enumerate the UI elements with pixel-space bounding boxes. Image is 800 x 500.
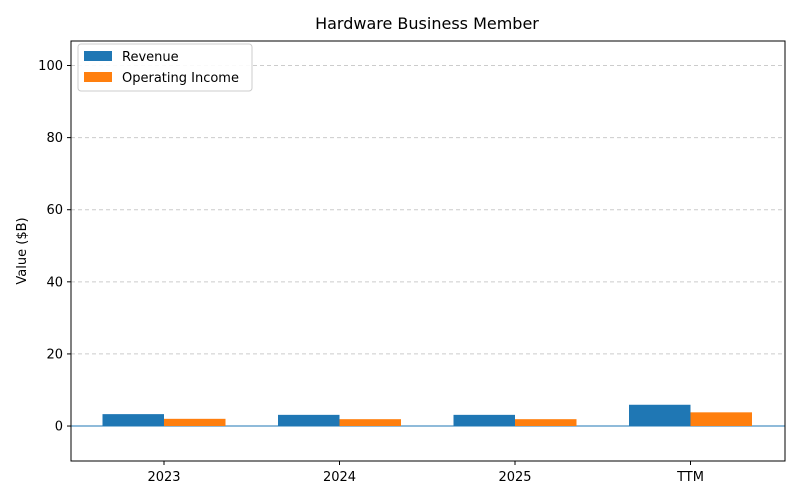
y-tick-label: 60 [46, 203, 63, 218]
x-tick-label: TTM [676, 470, 704, 485]
y-tick-label: 0 [55, 420, 63, 435]
x-tick-label: 2023 [147, 470, 180, 485]
bar-operating-income-2025 [515, 419, 577, 427]
y-axis-label: Value ($B) [15, 217, 30, 284]
bar-operating-income-2023 [164, 418, 226, 427]
bar-revenue-ttm [629, 404, 691, 427]
y-tick-label: 100 [38, 59, 63, 74]
gridlines [71, 65, 785, 427]
bar-operating-income-2024 [339, 419, 401, 427]
x-tick-label: 2024 [323, 470, 356, 485]
bar-revenue-2023 [102, 414, 164, 427]
bars [102, 404, 752, 427]
y-tick-label: 80 [46, 131, 63, 146]
y-tick-label: 20 [46, 347, 63, 362]
legend-label: Revenue [122, 50, 179, 65]
x-tick-label: 2025 [498, 470, 531, 485]
y-tick-label: 40 [46, 275, 63, 290]
x-axis: 2023 2024 2025 TTM [147, 461, 704, 485]
bar-revenue-2025 [453, 414, 515, 427]
legend-swatch [84, 51, 112, 61]
legend-swatch [84, 72, 112, 82]
legend-label: Operating Income [122, 71, 239, 86]
chart-title: Hardware Business Member [315, 14, 539, 33]
bar-operating-income-ttm [690, 412, 752, 427]
legend-box [77, 43, 253, 92]
legend: Revenue Operating Income [77, 43, 253, 92]
y-axis: 0 20 40 60 80 100 [38, 59, 71, 435]
plot-frame [70, 40, 786, 462]
bar-revenue-2024 [278, 414, 340, 427]
